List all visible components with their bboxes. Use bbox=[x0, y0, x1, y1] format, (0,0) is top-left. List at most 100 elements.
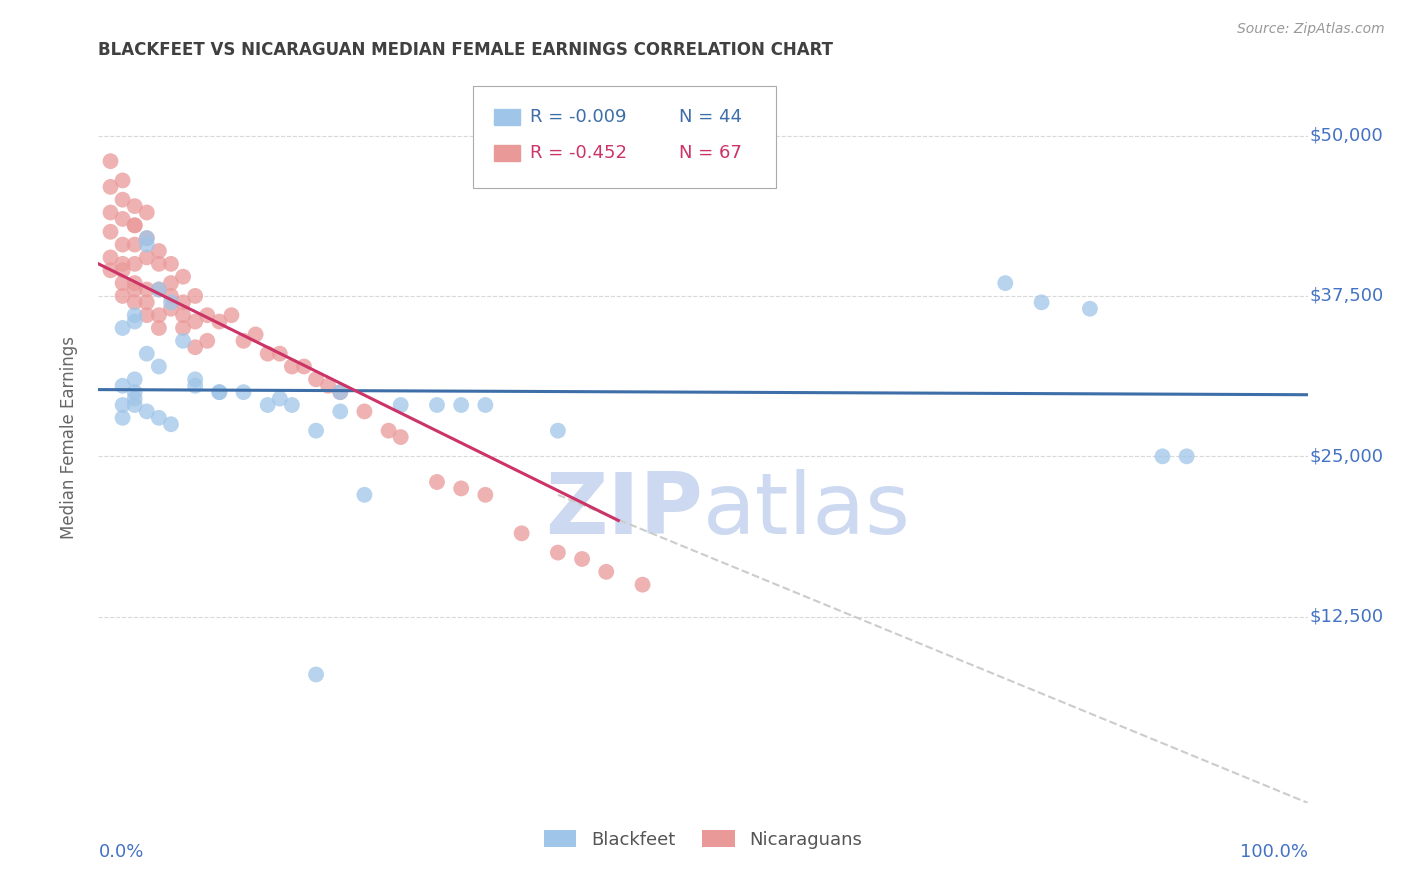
Nicaraguans bbox=[124, 219, 146, 233]
Nicaraguans bbox=[148, 257, 170, 271]
Nicaraguans bbox=[184, 289, 207, 303]
Blackfeet bbox=[1031, 295, 1053, 310]
Blackfeet bbox=[111, 378, 134, 392]
Blackfeet bbox=[148, 359, 170, 374]
Nicaraguans bbox=[221, 308, 243, 322]
Blackfeet bbox=[124, 308, 146, 322]
Blackfeet bbox=[135, 231, 157, 245]
Blackfeet bbox=[450, 398, 472, 412]
Nicaraguans bbox=[450, 482, 472, 496]
Blackfeet bbox=[256, 398, 278, 412]
Nicaraguans bbox=[100, 251, 122, 265]
Blackfeet bbox=[474, 398, 496, 412]
Nicaraguans bbox=[111, 211, 134, 226]
Nicaraguans bbox=[281, 359, 304, 374]
Text: 0.0%: 0.0% bbox=[98, 843, 143, 861]
Blackfeet bbox=[1078, 301, 1101, 316]
Nicaraguans bbox=[269, 346, 291, 360]
Nicaraguans bbox=[111, 276, 134, 290]
Nicaraguans bbox=[135, 251, 157, 265]
Nicaraguans bbox=[135, 295, 157, 310]
Blackfeet bbox=[305, 424, 328, 438]
Text: $12,500: $12,500 bbox=[1310, 607, 1384, 625]
Blackfeet bbox=[184, 378, 207, 392]
Nicaraguans bbox=[124, 257, 146, 271]
Blackfeet bbox=[160, 295, 183, 310]
Nicaraguans bbox=[124, 237, 146, 252]
Blackfeet bbox=[1152, 450, 1174, 464]
Nicaraguans bbox=[160, 301, 183, 316]
Blackfeet bbox=[329, 404, 352, 418]
Nicaraguans bbox=[292, 359, 315, 374]
Text: ZIP: ZIP bbox=[546, 468, 703, 552]
Blackfeet bbox=[135, 346, 157, 360]
Nicaraguans bbox=[353, 404, 375, 418]
Blackfeet bbox=[184, 372, 207, 386]
Blackfeet bbox=[111, 321, 134, 335]
Blackfeet bbox=[124, 315, 146, 329]
Blackfeet bbox=[124, 398, 146, 412]
Nicaraguans bbox=[184, 340, 207, 354]
Nicaraguans bbox=[100, 225, 122, 239]
Nicaraguans bbox=[124, 295, 146, 310]
Nicaraguans bbox=[124, 276, 146, 290]
Blackfeet bbox=[111, 410, 134, 425]
Nicaraguans bbox=[135, 231, 157, 245]
Nicaraguans bbox=[124, 199, 146, 213]
Nicaraguans bbox=[111, 193, 134, 207]
Text: 100.0%: 100.0% bbox=[1240, 843, 1308, 861]
Nicaraguans bbox=[111, 289, 134, 303]
Blackfeet bbox=[160, 417, 183, 432]
Text: BLACKFEET VS NICARAGUAN MEDIAN FEMALE EARNINGS CORRELATION CHART: BLACKFEET VS NICARAGUAN MEDIAN FEMALE EA… bbox=[98, 41, 834, 59]
Text: Source: ZipAtlas.com: Source: ZipAtlas.com bbox=[1237, 22, 1385, 37]
Nicaraguans bbox=[148, 244, 170, 258]
Text: $25,000: $25,000 bbox=[1310, 447, 1384, 466]
Nicaraguans bbox=[232, 334, 254, 348]
FancyBboxPatch shape bbox=[494, 145, 520, 161]
Blackfeet bbox=[305, 667, 328, 681]
Nicaraguans bbox=[172, 308, 194, 322]
Blackfeet bbox=[281, 398, 304, 412]
Nicaraguans bbox=[111, 237, 134, 252]
Nicaraguans bbox=[208, 315, 231, 329]
FancyBboxPatch shape bbox=[494, 110, 520, 126]
Nicaraguans bbox=[329, 385, 352, 400]
Nicaraguans bbox=[124, 219, 146, 233]
Blackfeet bbox=[124, 385, 146, 400]
Nicaraguans bbox=[547, 545, 569, 559]
Nicaraguans bbox=[316, 378, 339, 392]
Nicaraguans bbox=[595, 565, 617, 579]
Nicaraguans bbox=[245, 327, 267, 342]
Blackfeet bbox=[269, 392, 291, 406]
Nicaraguans bbox=[111, 263, 134, 277]
Blackfeet bbox=[208, 385, 231, 400]
Nicaraguans bbox=[426, 475, 449, 489]
Nicaraguans bbox=[148, 321, 170, 335]
Blackfeet bbox=[135, 404, 157, 418]
Blackfeet bbox=[124, 372, 146, 386]
Blackfeet bbox=[547, 161, 569, 175]
Nicaraguans bbox=[256, 346, 278, 360]
Blackfeet bbox=[148, 283, 170, 297]
Nicaraguans bbox=[389, 430, 412, 444]
Nicaraguans bbox=[160, 289, 183, 303]
Blackfeet bbox=[547, 424, 569, 438]
Nicaraguans bbox=[111, 257, 134, 271]
Nicaraguans bbox=[111, 173, 134, 187]
Nicaraguans bbox=[172, 295, 194, 310]
Blackfeet bbox=[148, 410, 170, 425]
Nicaraguans bbox=[571, 552, 593, 566]
Nicaraguans bbox=[510, 526, 533, 541]
Text: $50,000: $50,000 bbox=[1310, 127, 1384, 145]
Nicaraguans bbox=[135, 205, 157, 219]
Blackfeet bbox=[994, 276, 1017, 290]
Nicaraguans bbox=[172, 269, 194, 284]
Text: R = -0.009: R = -0.009 bbox=[530, 108, 627, 126]
Blackfeet bbox=[135, 237, 157, 252]
Text: N = 44: N = 44 bbox=[679, 108, 742, 126]
Nicaraguans bbox=[184, 315, 207, 329]
Blackfeet bbox=[232, 385, 254, 400]
Nicaraguans bbox=[100, 154, 122, 169]
Blackfeet bbox=[353, 488, 375, 502]
Blackfeet bbox=[124, 392, 146, 406]
